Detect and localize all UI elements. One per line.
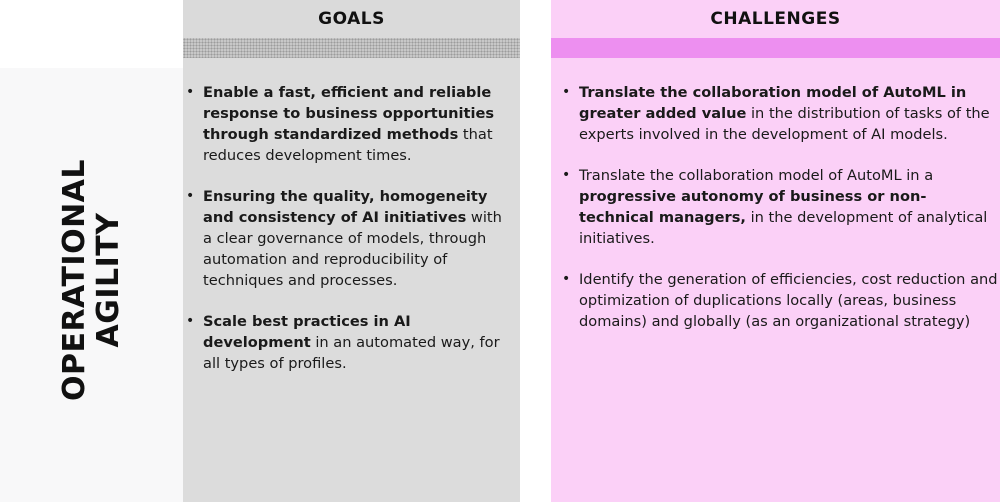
goals-column: GOALS Enable a fast, efficient and relia…: [183, 0, 520, 502]
goals-item: Ensuring the quality, homogeneity and co…: [183, 186, 508, 291]
challenges-header: CHALLENGES: [710, 9, 841, 29]
challenges-item: Identify the generation of efficiencies,…: [559, 269, 999, 332]
goals-header: GOALS: [318, 9, 385, 29]
goals-item-text: in an automated way, for all types of pr…: [203, 334, 500, 372]
row-label-line1: OPERATIONAL: [57, 158, 92, 402]
challenges-item-text-pre: Translate the collaboration model of Aut…: [579, 167, 934, 184]
challenges-item-text: in the development of analytical initiat…: [579, 209, 988, 247]
challenges-item-bold: Translate the collaboration model of Aut…: [579, 84, 967, 122]
goals-item-bold: Ensuring the quality, homogeneity and co…: [203, 188, 488, 226]
challenges-list: Translate the collaboration model of Aut…: [559, 82, 999, 352]
goals-item-bold: Scale best practices in AI development: [203, 313, 411, 351]
challenges-column: CHALLENGES Translate the collaboration m…: [551, 0, 1000, 502]
challenges-item: Translate the collaboration model of Aut…: [559, 165, 999, 249]
row-label-strip: [0, 68, 183, 502]
challenges-item-text: in the distribution of tasks of the expe…: [579, 105, 990, 143]
goals-item-text: with a clear governance of models, throu…: [203, 209, 502, 289]
challenges-header-band: [551, 38, 1000, 58]
goals-item: Scale best practices in AI development i…: [183, 311, 508, 374]
goals-header-band: [183, 38, 520, 58]
challenges-item: Translate the collaboration model of Aut…: [559, 82, 999, 145]
goals-item-text: that reduces development times.: [203, 126, 493, 164]
goals-item: Enable a fast, efficient and reliable re…: [183, 82, 508, 166]
challenges-item-bold: progressive autonomy of business or non-…: [579, 188, 927, 226]
goals-list: Enable a fast, efficient and reliable re…: [183, 82, 508, 394]
goals-item-bold: Enable a fast, efficient and reliable re…: [203, 84, 495, 143]
row-label-line2: AGILITY: [91, 212, 126, 348]
challenges-item-text-pre: Identify the generation of efficiencies,…: [579, 271, 998, 330]
row-label: OPERATIONAL AGILITY: [57, 158, 126, 402]
